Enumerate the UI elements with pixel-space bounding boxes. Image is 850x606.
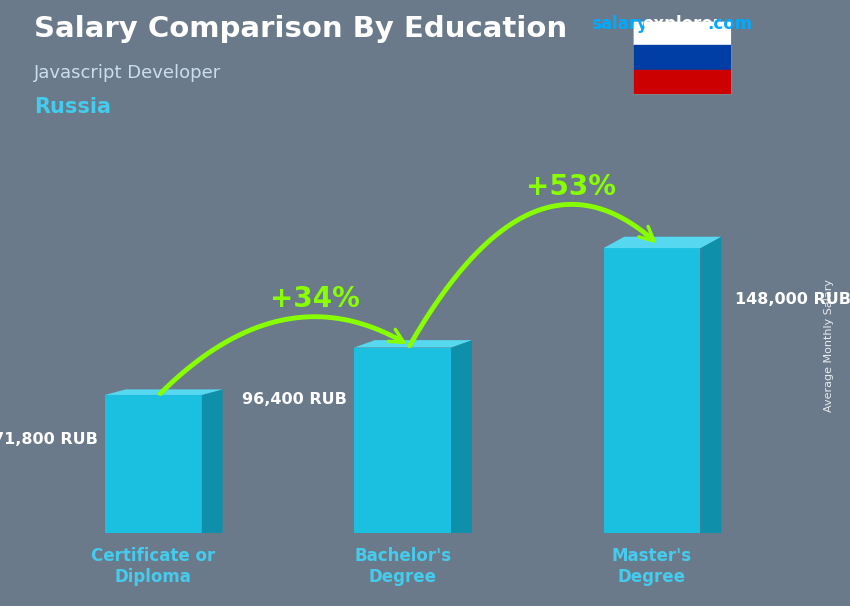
Polygon shape bbox=[451, 340, 472, 533]
Polygon shape bbox=[604, 237, 722, 248]
Polygon shape bbox=[700, 237, 722, 533]
Text: 71,800 RUB: 71,800 RUB bbox=[0, 431, 98, 447]
Text: 148,000 RUB: 148,000 RUB bbox=[735, 292, 850, 307]
Polygon shape bbox=[201, 390, 223, 533]
Polygon shape bbox=[105, 395, 201, 533]
Polygon shape bbox=[354, 340, 472, 347]
Bar bbox=[633, 45, 731, 70]
Text: explorer: explorer bbox=[643, 15, 722, 33]
Polygon shape bbox=[105, 390, 223, 395]
Bar bbox=[633, 21, 731, 45]
Text: Russia: Russia bbox=[34, 97, 111, 117]
Text: Salary Comparison By Education: Salary Comparison By Education bbox=[34, 15, 567, 43]
Text: .com: .com bbox=[707, 15, 752, 33]
Text: Javascript Developer: Javascript Developer bbox=[34, 64, 221, 82]
Text: Average Monthly Salary: Average Monthly Salary bbox=[824, 279, 834, 412]
Text: 96,400 RUB: 96,400 RUB bbox=[242, 392, 348, 407]
Polygon shape bbox=[604, 248, 700, 533]
Text: salary: salary bbox=[591, 15, 648, 33]
Text: +53%: +53% bbox=[526, 173, 616, 201]
Text: +34%: +34% bbox=[269, 285, 360, 313]
Polygon shape bbox=[354, 347, 451, 533]
Bar bbox=[633, 70, 731, 94]
